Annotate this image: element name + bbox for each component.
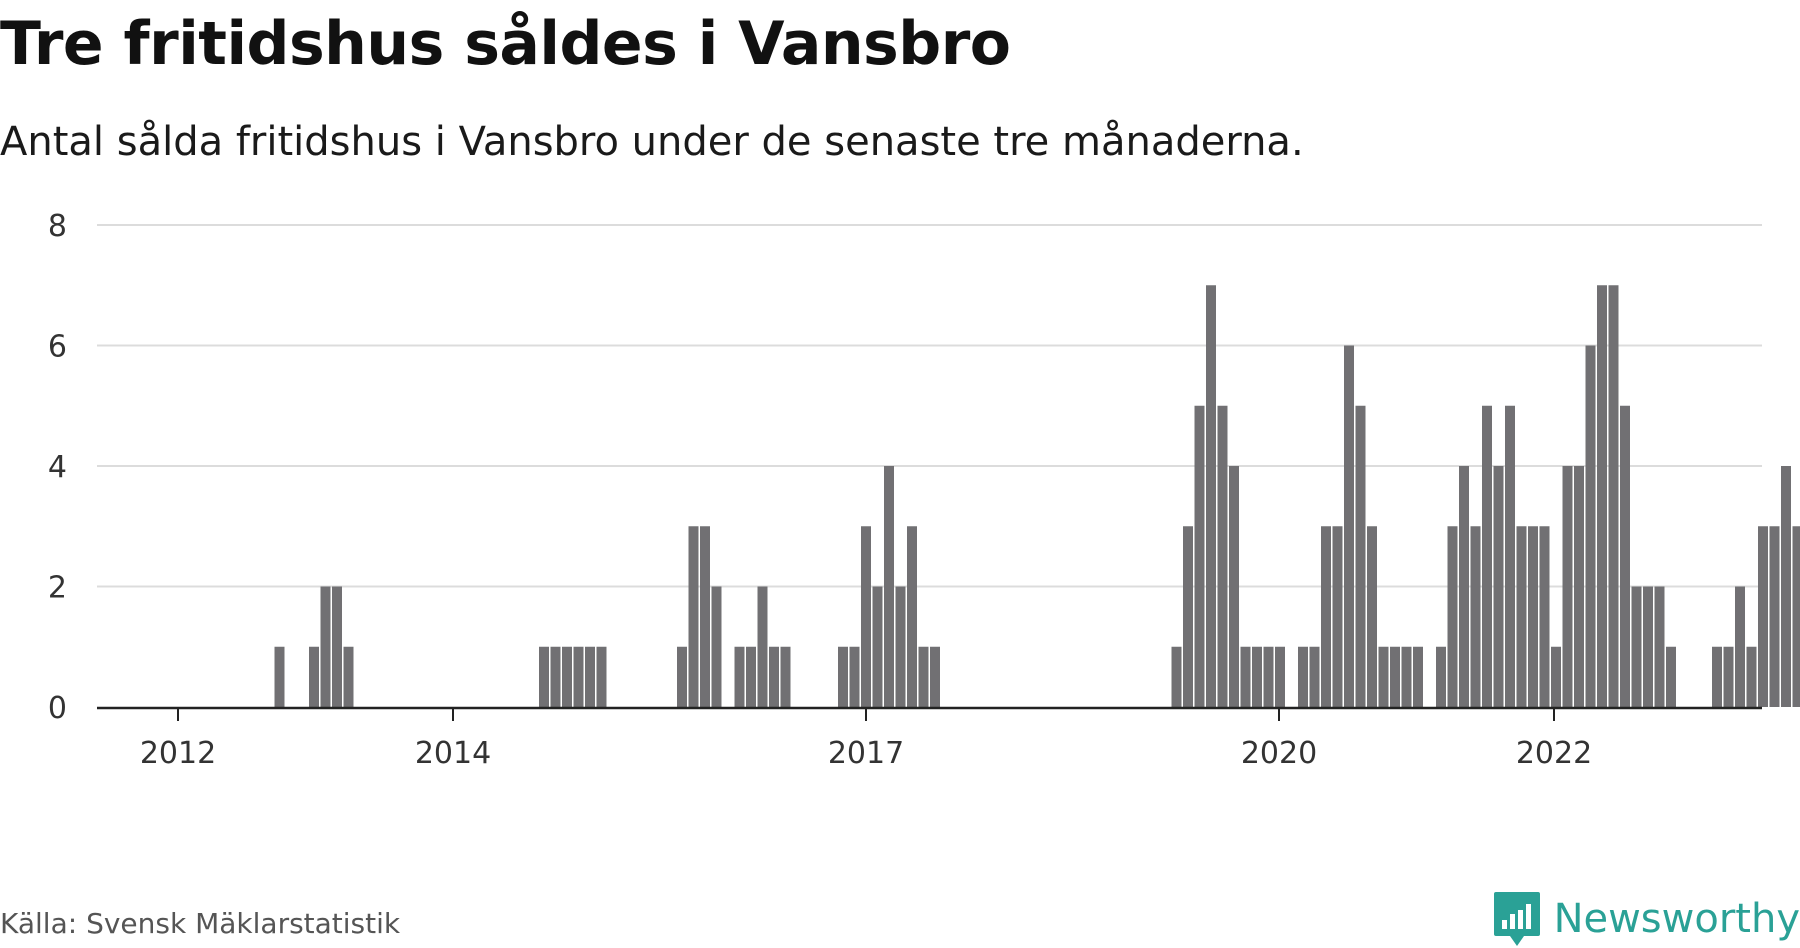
bar <box>895 586 906 707</box>
x-tick-label: 2014 <box>415 736 491 771</box>
x-tick-label: 2022 <box>1516 736 1592 771</box>
bar <box>688 526 699 707</box>
bar <box>872 586 883 707</box>
x-axis: 2012 2014 2017 2020 2022 <box>140 709 1592 771</box>
newsworthy-logo-icon <box>1493 892 1540 946</box>
bar <box>1712 646 1722 707</box>
bar <box>930 646 940 707</box>
bar <box>1643 586 1653 707</box>
bar <box>907 526 917 707</box>
bar <box>1792 526 1800 707</box>
chart-title: Tre fritidshus såldes i Vansbro <box>0 9 1011 79</box>
bar <box>1723 646 1734 707</box>
x-tick-label: 2020 <box>1241 736 1317 771</box>
bar <box>1401 646 1412 707</box>
bar <box>838 646 848 707</box>
bar <box>1390 646 1400 707</box>
bar <box>711 586 722 707</box>
bar <box>1551 646 1561 707</box>
bar <box>1459 466 1469 707</box>
x-tick-label: 2012 <box>140 736 216 771</box>
bar <box>274 646 285 707</box>
bar <box>1321 526 1331 707</box>
y-tick-label: 0 <box>48 691 67 726</box>
bar <box>1574 466 1584 707</box>
bar <box>734 646 745 707</box>
bar <box>769 646 779 707</box>
bar <box>1735 586 1745 707</box>
bar <box>1620 405 1630 707</box>
bar <box>1194 405 1205 707</box>
bar <box>1781 466 1791 707</box>
bar <box>849 646 860 707</box>
y-tick-label: 4 <box>48 450 67 485</box>
bar <box>1309 646 1320 707</box>
bar <box>1631 586 1642 707</box>
bar <box>918 646 929 707</box>
bar <box>1436 646 1446 707</box>
bar <box>1470 526 1481 707</box>
y-tick-label: 2 <box>48 571 67 606</box>
bar <box>780 646 791 707</box>
bar <box>1654 586 1665 707</box>
bar <box>1516 526 1527 707</box>
y-tick-label: 8 <box>48 209 67 244</box>
bar <box>332 586 342 707</box>
bar <box>1666 646 1676 707</box>
bar <box>1217 405 1228 707</box>
bar <box>1183 526 1193 707</box>
source-note: Källa: Svensk Mäklarstatistik <box>0 907 401 940</box>
bar <box>1528 526 1538 707</box>
bar <box>309 646 319 707</box>
bar <box>1539 526 1550 707</box>
bar <box>757 586 768 707</box>
bar <box>1562 466 1573 707</box>
bar <box>677 646 687 707</box>
bar <box>320 586 331 707</box>
bar <box>1597 285 1607 707</box>
bar <box>700 526 710 707</box>
bar <box>1298 646 1308 707</box>
bar <box>343 646 354 707</box>
bar <box>1229 466 1239 707</box>
brand: Newsworthy <box>1492 890 1800 948</box>
bar <box>539 646 549 707</box>
bar <box>1263 646 1274 707</box>
bar <box>1378 646 1389 707</box>
bars <box>274 285 1800 707</box>
bar <box>1275 646 1285 707</box>
bar <box>562 646 572 707</box>
bar <box>884 466 894 707</box>
bar <box>1367 526 1377 707</box>
bar <box>1746 646 1757 707</box>
bar <box>1240 646 1251 707</box>
bar <box>550 646 561 707</box>
bar <box>1332 526 1343 707</box>
chart-subtitle: Antal sålda fritidshus i Vansbro under d… <box>0 119 1304 165</box>
bar <box>1413 646 1423 707</box>
bar <box>1344 345 1354 707</box>
bar <box>861 526 871 707</box>
bar <box>1505 405 1515 707</box>
bar <box>1447 526 1458 707</box>
bar <box>746 646 756 707</box>
bar <box>585 646 595 707</box>
bar <box>1482 405 1492 707</box>
bar <box>1585 345 1596 707</box>
bar <box>596 646 607 707</box>
bar <box>1252 646 1262 707</box>
bar <box>1206 285 1216 707</box>
brand-name: Newsworthy <box>1553 896 1800 942</box>
bar <box>1769 526 1780 707</box>
y-tick-label: 6 <box>48 330 67 365</box>
x-tick-label: 2017 <box>828 736 904 771</box>
bar <box>1608 285 1619 707</box>
bar <box>1171 646 1182 707</box>
bar <box>1493 466 1504 707</box>
bar <box>1355 405 1366 707</box>
bar <box>573 646 584 707</box>
bar <box>1758 526 1768 707</box>
y-axis-tick-labels: 0 2 4 6 8 <box>48 209 67 726</box>
